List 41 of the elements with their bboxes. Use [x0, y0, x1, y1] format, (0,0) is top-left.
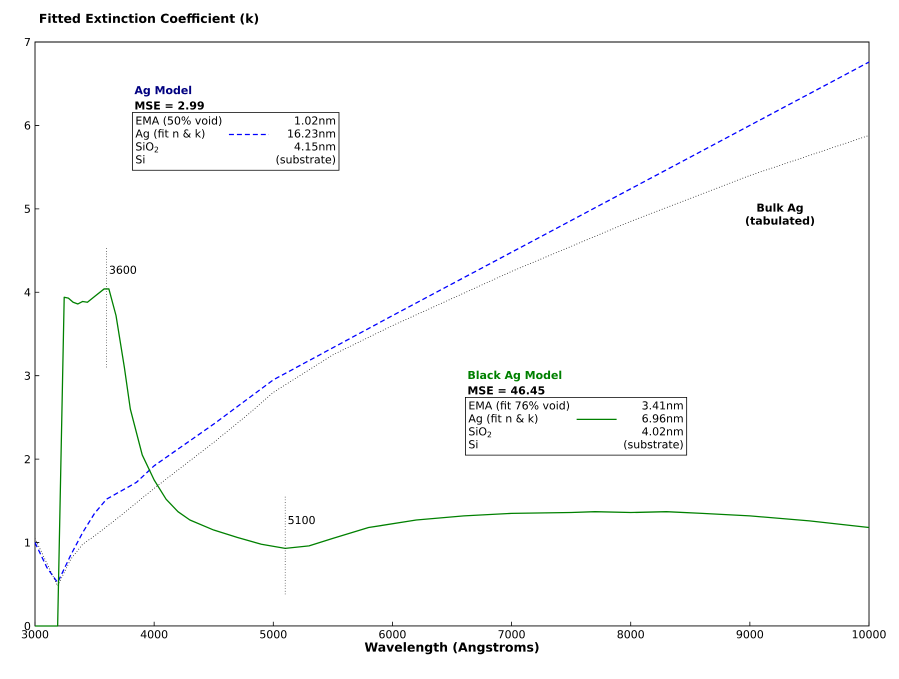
annotation: (substrate) — [624, 440, 683, 450]
ref-line-label: 5100 — [288, 516, 315, 524]
annotation: 6.96nm — [642, 414, 683, 423]
x-tick-label: 8000 — [618, 630, 644, 638]
y-tick-label: 1 — [25, 538, 30, 547]
annotation: 4.02nm — [642, 427, 683, 436]
y-tick-label: 4 — [24, 288, 30, 296]
chart-title: Fitted Extinction Coefficient (k) — [40, 13, 258, 25]
annotation: Ag (fit n & k) — [135, 129, 204, 140]
y-tick-label: 7 — [24, 38, 30, 46]
x-tick-label: 6000 — [379, 630, 406, 638]
annotation: 4.15nm — [294, 142, 336, 151]
annotation: 1.02nm — [295, 116, 336, 125]
y-tick-label: 3 — [24, 372, 30, 380]
annotation: EMA (fit 76% void) — [469, 401, 570, 411]
x-axis-title: Wavelength (Angstroms) — [364, 642, 539, 654]
annotation: Black Ag Model — [468, 370, 562, 382]
annotation: 16.23nm — [288, 129, 336, 138]
y-tick-label: 0 — [24, 622, 30, 630]
y-tick-label: 5 — [24, 204, 30, 213]
y-tick-label: 6 — [24, 121, 30, 130]
ref-line-label: 3600 — [110, 266, 136, 274]
annotation: 3.41nm — [642, 401, 683, 410]
x-tick-label: 5000 — [260, 630, 286, 638]
annotation: Ag (fit n & k) — [468, 414, 538, 425]
x-tick-label: 10000 — [852, 630, 886, 638]
x-tick-label: 9000 — [736, 630, 764, 638]
annotation: Ag Model — [134, 86, 192, 96]
annotation: SiO$_{2}$ — [136, 142, 158, 152]
annotation: Bulk Ag (tabulated) — [746, 203, 814, 226]
annotation: EMA (50% void) — [136, 116, 222, 126]
x-tick-label: 3000 — [22, 630, 48, 638]
y-tick-label: 2 — [24, 455, 30, 464]
x-tick-label: 4000 — [140, 630, 168, 638]
annotation: MSE = 46.45 — [468, 386, 544, 395]
annotation: MSE = 2.99 — [135, 101, 204, 110]
x-tick-label: 7000 — [498, 630, 525, 638]
annotation: Si — [136, 155, 144, 164]
annotation: SiO$_{2}$ — [469, 427, 492, 438]
annotation: (substrate) — [276, 155, 336, 165]
annotation: Si — [469, 440, 478, 448]
